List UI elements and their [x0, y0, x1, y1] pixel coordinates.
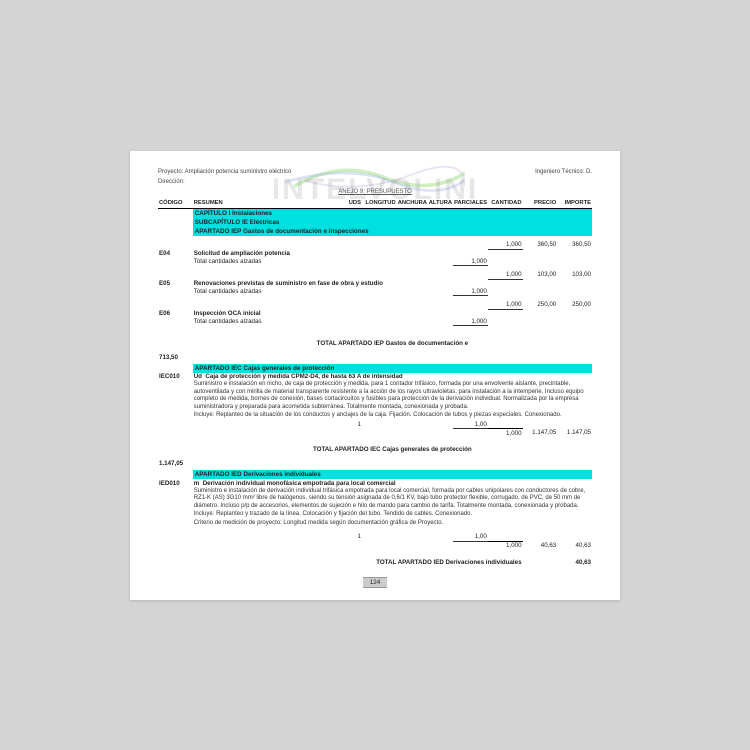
e06-sub: Total cantidades alzadas: [193, 317, 453, 326]
e06-title: Inspección OCA inicial: [193, 309, 453, 317]
e04-importe: 360,50: [557, 241, 592, 250]
ingeniero-label: Ingeniero Técnico: D.: [535, 169, 592, 175]
table-row: E06 Inspección OCA inicial: [158, 309, 592, 317]
e05-code: E05: [158, 279, 193, 287]
table-row: 1,000 360,50 360,50: [158, 241, 592, 250]
apartado-iec-band: APARTADO IEC Cajas generales de protecci…: [193, 364, 592, 373]
iec010-desc1: Suministro e instalación en nicho, de ca…: [193, 381, 592, 412]
table-row: E05 Renovaciones previstas de suministro…: [158, 279, 592, 287]
e04-precio: 360,50: [523, 241, 558, 250]
ied010-uds: 1: [340, 533, 362, 542]
ied010-importe: 40,63: [557, 541, 592, 550]
e06-parciales: 1,000: [453, 317, 488, 326]
e04-code: E04: [158, 249, 193, 257]
e05-sub: Total cantidades alzadas: [193, 287, 453, 296]
e06-code: E06: [158, 309, 193, 317]
total-iep-row: TOTAL APARTADO IEP Gastos de documentaci…: [158, 336, 592, 350]
total-iec-value: 1.147,05: [158, 456, 193, 470]
iec010-code: IEC010: [158, 373, 193, 381]
e05-cantidad: 1,000: [488, 271, 523, 280]
table-row: 1,000 40,63 40,63: [158, 541, 592, 550]
e04-parciales: 1,000: [453, 257, 488, 266]
ied010-desc2: Incluye: Replanteo y trazado de la línea…: [193, 511, 592, 520]
total-ied-label: TOTAL APARTADO IED Derivaciones individu…: [193, 555, 523, 569]
table-row: IEC010 Ud Caja de protección y medida CP…: [158, 373, 592, 381]
e04-title: Solicitud de ampliación potencia: [193, 249, 453, 257]
table-row: 1 1,00: [158, 420, 592, 429]
e05-title: Renovaciones previstas de suministro en …: [193, 279, 453, 287]
anejo-title: ANEJO 9: PRESUPUESTO: [158, 189, 592, 195]
e06-precio: 250,00: [523, 301, 558, 310]
e05-precio: 103,00: [523, 271, 558, 280]
ied010-title: Derivación individual monofásica empotra…: [203, 480, 396, 487]
ied010-unit: m: [194, 480, 200, 487]
e06-cantidad: 1,000: [488, 301, 523, 310]
col-resumen: RESUMEN: [193, 198, 341, 209]
iec010-importe: 1.147,05: [557, 429, 592, 438]
budget-table: CÓDIGO RESUMEN UDS LONGITUD ANCHURA ALTU…: [158, 198, 592, 569]
page-number: 124: [363, 577, 388, 588]
e05-importe: 103,00: [557, 271, 592, 280]
ied010-precio: 40,63: [523, 541, 558, 550]
total-ied-row: TOTAL APARTADO IED Derivaciones individu…: [158, 555, 592, 569]
col-altura: ALTURA: [427, 198, 453, 209]
iec010-title: Caja de protección y medida CPM2-D4, de …: [205, 373, 402, 380]
table-row: E04 Solicitud de ampliación potencia: [158, 249, 592, 257]
col-uds: UDS: [340, 198, 362, 209]
table-row: 1,000 250,00 250,00: [158, 301, 592, 310]
table-row: 1,000 1.147,05 1.147,05: [158, 429, 592, 438]
table-row: Total cantidades alzadas 1,000: [158, 287, 592, 296]
total-iec-row: TOTAL APARTADO IEC Cajas generales de pr…: [158, 442, 592, 456]
iec010-desc2: Incluye: Replanteo de la situación de lo…: [193, 412, 592, 421]
page-number-box: 124: [158, 577, 592, 588]
chapter-band: CAPÍTULO I Instalaciones: [193, 208, 592, 218]
total-iep-value-row: 713,50: [158, 350, 592, 364]
e04-sub: Total cantidades alzadas: [193, 257, 453, 266]
table-row: 1 1,00: [158, 533, 592, 542]
iec010-unit: Ud: [194, 373, 202, 380]
ied010-cantidad: 1,000: [488, 541, 523, 550]
total-iep-label: TOTAL APARTADO IEP Gastos de documentaci…: [193, 336, 592, 350]
document-page: INTELVOLINI Proyecto: Ampliación potenci…: [130, 151, 620, 600]
total-ied-value: 40,63: [557, 555, 592, 569]
table-row: Total cantidades alzadas 1,000: [158, 257, 592, 266]
total-iec-label: TOTAL APARTADO IEC Cajas generales de pr…: [193, 442, 592, 456]
col-anchura: ANCHURA: [397, 198, 427, 209]
col-parciales: PARCIALES: [453, 198, 488, 209]
iec010-parciales: 1,00: [453, 420, 488, 429]
total-iec-value-row: 1.147,05: [158, 456, 592, 470]
table-row: IED010 m Derivación individual monofásic…: [158, 479, 592, 487]
col-precio: PRECIO: [523, 198, 558, 209]
col-codigo: CÓDIGO: [158, 198, 193, 209]
e06-importe: 250,00: [557, 301, 592, 310]
ied010-desc3: Criterio de medición de proyecto: Longit…: [193, 519, 592, 528]
table-row: Total cantidades alzadas 1,000: [158, 317, 592, 326]
ied010-desc1: Suministro e instalación de derivación i…: [193, 487, 592, 511]
header-meta: Proyecto: Ampliación potencia suministro…: [158, 169, 592, 175]
table-header-row: CÓDIGO RESUMEN UDS LONGITUD ANCHURA ALTU…: [158, 198, 592, 209]
total-iep-value: 713,50: [158, 350, 193, 364]
col-longitud: LONGITUD: [362, 198, 397, 209]
iec010-cantidad: 1,000: [488, 429, 523, 438]
e04-cantidad: 1,000: [488, 241, 523, 250]
iec010-precio: 1.147,05: [523, 429, 558, 438]
table-row: 1,000 103,00 103,00: [158, 271, 592, 280]
direccion-label: Dirección:: [158, 179, 592, 185]
col-cantidad: CANTIDAD: [488, 198, 523, 209]
e05-parciales: 1,000: [453, 287, 488, 296]
ied010-code: IED010: [158, 479, 193, 487]
col-importe: IMPORTE: [557, 198, 592, 209]
ied010-parciales: 1,00: [453, 533, 488, 542]
iec010-uds: 1: [340, 420, 362, 429]
apartado-iep-band: APARTADO IEP Gastos de documentación e i…: [193, 227, 592, 236]
proyecto-label: Proyecto: Ampliación potencia suministro…: [158, 169, 291, 175]
apartado-ied-band: APARTADO IED Derivaciones individuales: [193, 470, 592, 479]
subchapter-band: SUBCAPÍTULO IE Eléctricas: [193, 218, 592, 227]
